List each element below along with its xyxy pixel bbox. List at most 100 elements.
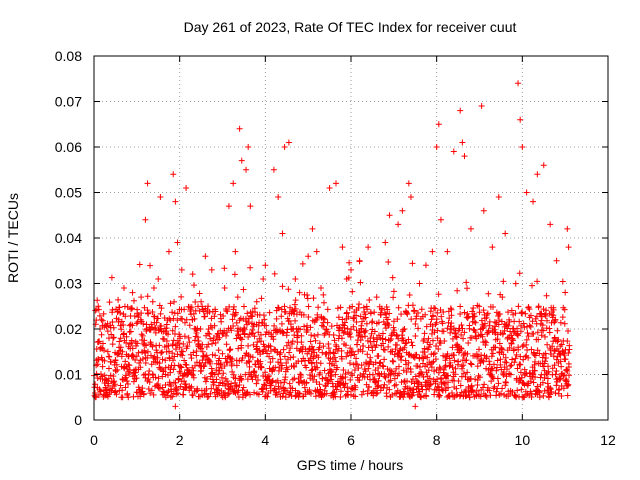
data-point [298, 332, 305, 339]
data-point [439, 320, 446, 327]
data-point [356, 301, 363, 308]
data-point [381, 373, 388, 380]
data-point [101, 372, 108, 379]
data-point [238, 157, 245, 164]
data-point [396, 370, 403, 377]
data-point [425, 344, 432, 351]
data-point [284, 366, 291, 373]
data-point [326, 184, 333, 191]
data-point [282, 308, 289, 315]
data-point [223, 332, 230, 339]
data-point [508, 340, 515, 347]
data-point [195, 340, 202, 347]
data-point [169, 309, 176, 316]
data-point [119, 394, 126, 401]
data-point [564, 392, 571, 399]
data-point [104, 328, 111, 335]
data-point [194, 334, 201, 341]
data-point [221, 363, 228, 370]
data-point [465, 340, 472, 347]
data-point [204, 394, 211, 401]
data-point [424, 354, 431, 361]
data-point [305, 314, 312, 321]
data-point [550, 312, 557, 319]
data-point [549, 343, 556, 350]
data-point [374, 389, 381, 396]
data-point [478, 103, 485, 110]
data-point [208, 365, 215, 372]
data-point [122, 358, 129, 365]
data-point [138, 310, 145, 317]
data-point [395, 335, 402, 342]
data-point [521, 381, 528, 388]
data-point [240, 286, 247, 293]
data-point [336, 324, 343, 331]
data-point [278, 366, 285, 373]
data-point [319, 349, 326, 356]
data-point [287, 345, 294, 352]
data-point [250, 341, 257, 348]
data-point [523, 189, 530, 196]
data-point [417, 394, 424, 401]
data-point [412, 403, 419, 410]
data-point [523, 341, 530, 348]
data-point [249, 376, 256, 383]
data-point [188, 371, 195, 378]
data-point [381, 381, 388, 388]
data-point [413, 351, 420, 358]
data-point [494, 375, 501, 382]
data-point [310, 376, 317, 383]
data-point [540, 392, 547, 399]
data-point [561, 306, 568, 313]
data-point [212, 340, 219, 347]
data-point [367, 310, 374, 317]
data-point [245, 319, 252, 326]
data-point [436, 392, 443, 399]
data-point [126, 362, 133, 369]
data-point [306, 387, 313, 394]
data-point [512, 280, 519, 287]
data-point [461, 329, 468, 336]
data-point [230, 303, 237, 310]
data-point [142, 216, 149, 223]
data-point [536, 350, 543, 357]
data-point [499, 346, 506, 353]
data-point [279, 362, 286, 369]
data-point [412, 320, 419, 327]
data-point [339, 244, 346, 251]
data-point [561, 320, 568, 327]
data-point [475, 372, 482, 379]
data-point [274, 377, 281, 384]
data-point [193, 348, 200, 355]
data-point [322, 330, 329, 337]
data-point [311, 373, 318, 380]
data-point [433, 316, 440, 323]
data-point [166, 355, 173, 362]
data-point [108, 331, 115, 338]
data-point [357, 279, 364, 286]
data-point [127, 328, 134, 335]
data-point [261, 316, 268, 323]
data-point [545, 368, 552, 375]
data-point [532, 315, 539, 322]
data-point [514, 331, 521, 338]
data-point [486, 358, 493, 365]
data-point [291, 375, 298, 382]
data-point [386, 386, 393, 393]
data-point [144, 348, 151, 355]
data-point [228, 360, 235, 367]
data-point [262, 347, 269, 354]
data-point [202, 378, 209, 385]
data-point [215, 382, 222, 389]
data-point [240, 384, 247, 391]
data-point [352, 393, 359, 400]
data-point [418, 383, 425, 390]
data-point [452, 365, 459, 372]
data-point [170, 315, 177, 322]
data-point [113, 391, 120, 398]
data-point [352, 384, 359, 391]
data-point [527, 378, 534, 385]
data-point [387, 337, 394, 344]
data-point [265, 373, 272, 380]
data-point [532, 352, 539, 359]
